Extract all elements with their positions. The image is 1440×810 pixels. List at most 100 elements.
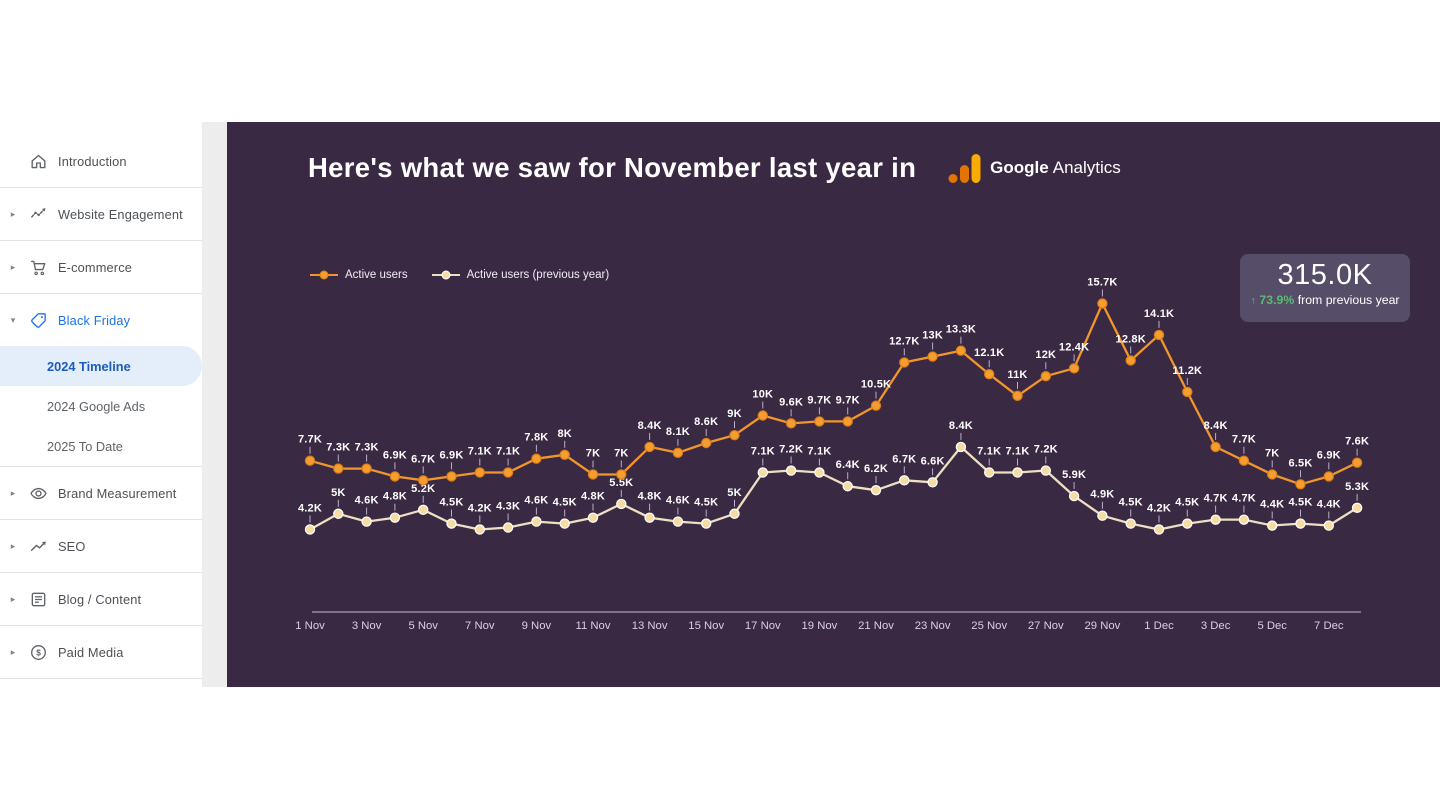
data-point-dot[interactable] bbox=[531, 516, 542, 527]
data-point-dot[interactable] bbox=[1266, 520, 1278, 531]
data-point-dot[interactable] bbox=[559, 518, 570, 529]
caret-right-icon[interactable]: ▸ bbox=[10, 208, 16, 219]
data-point-dot[interactable] bbox=[1295, 479, 1306, 490]
data-point-dot[interactable] bbox=[333, 508, 344, 519]
data-point-dot[interactable] bbox=[927, 477, 938, 488]
data-point-dot[interactable] bbox=[672, 447, 684, 459]
data-point-dot[interactable] bbox=[814, 416, 825, 427]
data-point-dot[interactable] bbox=[1323, 471, 1335, 482]
active-users-line-chart[interactable]: 1 Nov 3 Nov 5 Nov 7 Nov 9 Nov 11 Nov 13 Nov 15 … bbox=[227, 122, 1440, 687]
data-point-dot[interactable] bbox=[701, 437, 712, 449]
data-point-dot[interactable] bbox=[474, 524, 485, 535]
data-point-dot[interactable] bbox=[757, 467, 769, 478]
data-point-dot[interactable] bbox=[417, 504, 429, 516]
data-point-dot[interactable] bbox=[927, 351, 938, 362]
sidebar-item-e-commerce[interactable]: ▸ E-commerce bbox=[0, 241, 202, 293]
data-point-dot[interactable] bbox=[361, 516, 372, 527]
data-point-label: 4.5K bbox=[439, 497, 463, 509]
data-point-dot[interactable] bbox=[333, 463, 344, 474]
data-point-dot[interactable] bbox=[361, 463, 372, 474]
legend-item-active-users-previous-year[interactable]: Active users (previous year) bbox=[431, 269, 609, 281]
data-point-dot[interactable] bbox=[757, 410, 769, 421]
data-point-label: 6.9K bbox=[383, 449, 407, 461]
data-point-dot[interactable] bbox=[1125, 355, 1136, 366]
data-point-dot[interactable] bbox=[729, 508, 740, 519]
data-point-dot[interactable] bbox=[1351, 457, 1363, 468]
data-point-dot[interactable] bbox=[899, 475, 910, 486]
data-point-dot[interactable] bbox=[1210, 514, 1221, 525]
sidebar-subitem-2024-timeline[interactable]: 2024 Timeline bbox=[0, 346, 202, 386]
caret-down-icon[interactable]: ▾ bbox=[10, 314, 16, 325]
data-point-dot[interactable] bbox=[1351, 502, 1363, 514]
data-point-dot[interactable] bbox=[870, 400, 882, 411]
data-point-dot[interactable] bbox=[1266, 469, 1278, 480]
data-point-dot[interactable] bbox=[955, 441, 967, 453]
data-point-dot[interactable] bbox=[417, 475, 429, 486]
data-point-dot[interactable] bbox=[502, 522, 514, 533]
data-point-dot[interactable] bbox=[1153, 524, 1165, 535]
data-point-dot[interactable] bbox=[1182, 518, 1193, 529]
caret-right-icon[interactable]: ▸ bbox=[10, 646, 16, 657]
sidebar-item-blog-content[interactable]: ▸ Blog / Content bbox=[0, 573, 202, 625]
data-point-dot[interactable] bbox=[644, 512, 655, 523]
data-point-dot[interactable] bbox=[870, 484, 882, 496]
data-point-dot[interactable] bbox=[1125, 518, 1136, 529]
data-point-dot[interactable] bbox=[984, 369, 995, 380]
data-point-dot[interactable] bbox=[389, 471, 401, 482]
data-point-dot[interactable] bbox=[842, 416, 853, 427]
caret-right-icon[interactable]: ▸ bbox=[10, 261, 16, 272]
data-point-dot[interactable] bbox=[1040, 465, 1052, 476]
data-point-dot[interactable] bbox=[1097, 510, 1108, 521]
data-point-dot[interactable] bbox=[446, 471, 457, 482]
data-point-dot[interactable] bbox=[1153, 329, 1165, 341]
data-point-dot[interactable] bbox=[1295, 518, 1306, 529]
legend-item-active-users[interactable]: Active users bbox=[310, 269, 408, 281]
data-point-dot[interactable] bbox=[701, 518, 712, 529]
data-point-dot[interactable] bbox=[616, 498, 627, 510]
data-point-dot[interactable] bbox=[304, 455, 316, 466]
data-point-dot[interactable] bbox=[1323, 520, 1335, 531]
sidebar-subitem-2024-google-ads[interactable]: 2024 Google Ads bbox=[47, 398, 146, 414]
data-point-dot[interactable] bbox=[1068, 363, 1080, 374]
data-point-dot[interactable] bbox=[984, 467, 995, 478]
data-point-label: 11K bbox=[1007, 369, 1027, 381]
caret-right-icon[interactable]: ▸ bbox=[10, 540, 16, 551]
sidebar-item-brand-measurement[interactable]: ▸ Brand Measurement bbox=[0, 467, 202, 519]
data-point-dot[interactable] bbox=[785, 418, 797, 429]
data-point-dot[interactable] bbox=[1238, 455, 1250, 466]
data-point-dot[interactable] bbox=[1012, 467, 1023, 478]
caret-right-icon[interactable]: ▸ bbox=[10, 487, 16, 498]
data-point-dot[interactable] bbox=[1068, 490, 1080, 502]
data-point-dot[interactable] bbox=[531, 453, 542, 464]
sidebar-item-introduction[interactable]: Introduction bbox=[0, 135, 202, 187]
data-point-dot[interactable] bbox=[474, 467, 485, 478]
data-point-dot[interactable] bbox=[1097, 298, 1108, 309]
data-point-dot[interactable] bbox=[729, 429, 740, 441]
sidebar-item-black-friday[interactable]: ▾ Black Friday bbox=[0, 294, 202, 346]
data-point-dot[interactable] bbox=[502, 467, 514, 478]
sidebar-item-paid-media[interactable]: ▸ $ Paid Media bbox=[0, 626, 202, 678]
data-point-dot[interactable] bbox=[1238, 514, 1250, 525]
data-point-dot[interactable] bbox=[955, 345, 967, 356]
data-point-dot[interactable] bbox=[1210, 441, 1221, 453]
data-point-dot[interactable] bbox=[587, 469, 599, 480]
data-point-dot[interactable] bbox=[559, 449, 570, 460]
sidebar-subitem-2025-to-date[interactable]: 2025 To Date bbox=[47, 438, 123, 454]
data-point-dot[interactable] bbox=[842, 481, 853, 492]
data-point-dot[interactable] bbox=[1182, 386, 1193, 398]
data-point-dot[interactable] bbox=[587, 512, 599, 523]
data-point-dot[interactable] bbox=[304, 524, 316, 535]
data-point-dot[interactable] bbox=[1040, 370, 1052, 382]
sidebar-item-seo[interactable]: ▸ SEO bbox=[0, 520, 202, 572]
caret-right-icon[interactable]: ▸ bbox=[10, 593, 16, 604]
data-point-dot[interactable] bbox=[1012, 390, 1023, 402]
data-point-dot[interactable] bbox=[644, 441, 655, 453]
data-point-dot[interactable] bbox=[446, 518, 457, 529]
data-point-dot[interactable] bbox=[785, 465, 797, 476]
data-point-dot[interactable] bbox=[672, 516, 684, 527]
data-point-dot[interactable] bbox=[389, 512, 401, 523]
data-point-dot[interactable] bbox=[616, 469, 627, 480]
data-point-dot[interactable] bbox=[814, 467, 825, 478]
sidebar-item-website-engagement[interactable]: ▸ Website Engagement bbox=[0, 188, 202, 240]
data-point-dot[interactable] bbox=[899, 357, 910, 368]
